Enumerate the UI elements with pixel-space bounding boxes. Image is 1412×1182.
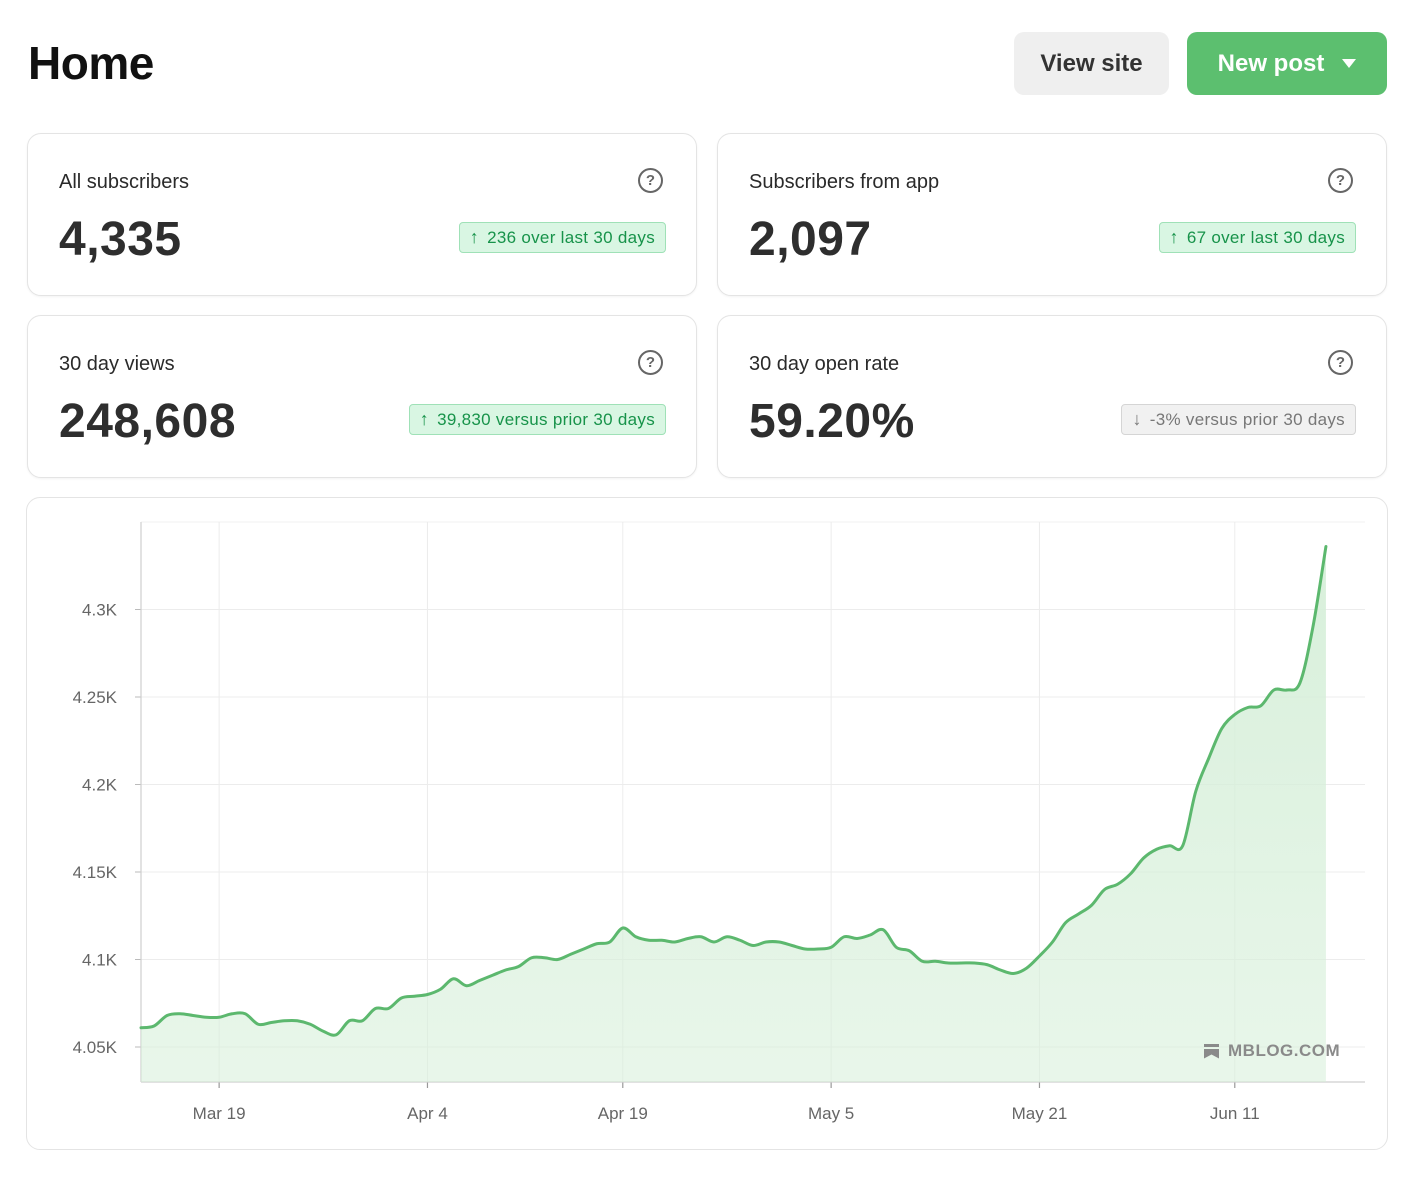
stat-card-30-day-views: 30 day views ? 248,608 ↑ 39,830 versus p… <box>27 315 697 478</box>
stat-card-subscribers-from-app: Subscribers from app ? 2,097 ↑ 67 over l… <box>717 133 1387 296</box>
x-tick-label: Mar 19 <box>193 1104 246 1123</box>
page-title: Home <box>28 37 154 89</box>
stat-label: Subscribers from app <box>749 171 940 193</box>
change-text: 67 over last 30 days <box>1186 227 1345 247</box>
y-tick-label: 4.15K <box>73 863 118 882</box>
series-line <box>139 545 1328 1037</box>
series-area <box>141 546 1326 1082</box>
stat-value: 4,335 <box>59 213 182 266</box>
change-text: 39,830 versus prior 30 days <box>437 409 655 429</box>
y-tick-label: 4.1K <box>82 951 118 970</box>
x-tick-label: May 5 <box>808 1104 854 1123</box>
subscriber-chart-card: 4.05K 4.1K 4.15K 4.2K 4.25K 4.3K Mar 19 Apr 4 Ap… <box>26 497 1388 1150</box>
help-icon[interactable]: ? <box>638 168 663 193</box>
stat-card-all-subscribers: All subscribers ? 4,335 ↑ 236 over last … <box>27 133 697 296</box>
change-text: 236 over last 30 days <box>487 227 655 247</box>
subscriber-chart[interactable]: 4.05K 4.1K 4.15K 4.2K 4.25K 4.3K Mar 19 Apr 4 Ap… <box>27 498 1387 1149</box>
stat-card-30-day-open-rate: 30 day open rate ? 59.20% ↓ -3% versus p… <box>717 315 1387 478</box>
change-badge: ↑ 39,830 versus prior 30 days <box>408 404 666 435</box>
stat-label: 30 day views <box>59 353 175 375</box>
change-badge: ↑ 236 over last 30 days <box>458 222 666 253</box>
help-icon[interactable]: ? <box>1328 168 1353 193</box>
stat-label: 30 day open rate <box>749 353 900 375</box>
arrow-up-icon: ↑ <box>1169 227 1179 247</box>
arrow-up-icon: ↑ <box>469 227 480 247</box>
x-tick-label: May 21 <box>1012 1104 1068 1123</box>
watermark: MBLOG.COM <box>1204 1041 1340 1061</box>
stat-value: 2,097 <box>749 213 872 266</box>
y-tick-label: 4.2K <box>82 776 118 795</box>
x-tick-label: Apr 19 <box>598 1104 648 1123</box>
y-tick-label: 4.25K <box>73 688 118 707</box>
chevron-down-icon[interactable] <box>1342 59 1357 68</box>
y-tick-label: 4.3K <box>82 601 118 620</box>
watermark-text: MBLOG.COM <box>1228 1041 1341 1060</box>
stat-value: 59.20% <box>749 395 915 448</box>
help-icon[interactable]: ? <box>1328 350 1353 375</box>
change-badge: ↑ 67 over last 30 days <box>1158 222 1356 253</box>
x-tick-label: Jun 11 <box>1210 1104 1260 1123</box>
stat-label: All subscribers <box>59 171 190 193</box>
arrow-down-icon: ↓ <box>1132 409 1142 429</box>
change-badge: ↓ -3% versus prior 30 days <box>1121 404 1356 435</box>
arrow-up-icon: ↑ <box>419 409 430 429</box>
help-icon[interactable]: ? <box>638 350 663 375</box>
view-site-button[interactable]: View site <box>1014 32 1169 95</box>
new-post-label: New post <box>1217 49 1325 77</box>
bookmark-icon <box>1204 1043 1219 1059</box>
change-text: -3% versus prior 30 days <box>1149 409 1345 429</box>
new-post-button[interactable]: New post <box>1187 32 1387 95</box>
view-site-label: View site <box>1040 49 1143 77</box>
x-tick-label: Apr 4 <box>407 1104 448 1123</box>
y-tick-label: 4.05K <box>73 1038 118 1057</box>
stat-value: 248,608 <box>59 395 237 448</box>
